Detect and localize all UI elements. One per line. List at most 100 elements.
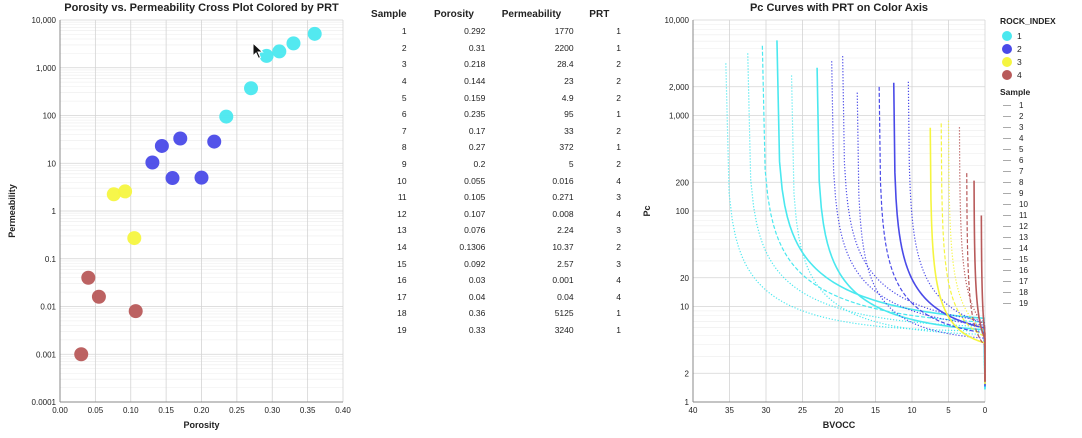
table-cell: 1 xyxy=(616,26,621,37)
scatter-point[interactable] xyxy=(91,289,106,304)
legend-item-label: 4 xyxy=(1019,134,1024,143)
y-tick-label: 200 xyxy=(676,178,690,187)
legend-item-label: 17 xyxy=(1019,277,1028,286)
table-cell: 0.076 xyxy=(464,225,486,236)
legend-rock-index-item[interactable]: 2 xyxy=(1000,42,1056,55)
legend-item-label: 18 xyxy=(1019,288,1028,297)
legend-sample-item[interactable]: 13 xyxy=(1000,232,1056,243)
y-tick-label: 1 xyxy=(52,207,57,216)
table-cell: 4.9 xyxy=(561,92,574,103)
table-cell: 28.4 xyxy=(557,59,574,70)
pc-curve-line[interactable] xyxy=(940,123,986,384)
pc-curve-line[interactable] xyxy=(892,82,986,386)
table-cell: 0.159 xyxy=(464,92,486,103)
legend-rock-index-item[interactable]: 3 xyxy=(1000,55,1056,68)
y-tick-label: 1,000 xyxy=(36,64,57,73)
table-cell: 0.33 xyxy=(468,324,486,335)
legend-sample-item[interactable]: 7 xyxy=(1000,166,1056,177)
pc-curve-line[interactable] xyxy=(790,75,986,389)
scatter-point[interactable] xyxy=(272,44,287,59)
scatter-point[interactable] xyxy=(307,26,322,41)
scatter-point[interactable] xyxy=(207,134,222,149)
scatter-point[interactable] xyxy=(194,170,209,185)
table-cell: 0.27 xyxy=(468,142,486,153)
table-column-header: Sample xyxy=(371,9,407,20)
legend-item-label: 1 xyxy=(1017,30,1022,41)
legend-item-label: 13 xyxy=(1019,233,1028,242)
scatter-point[interactable] xyxy=(74,347,89,362)
scatter-point[interactable] xyxy=(286,36,301,51)
pc-curve-line[interactable] xyxy=(973,180,986,382)
legend-line-swatch xyxy=(1003,248,1011,249)
legend-line-swatch xyxy=(1003,160,1011,161)
pc-curve-line[interactable] xyxy=(958,127,986,383)
scatter-point[interactable] xyxy=(128,304,143,319)
pc-curve-line[interactable] xyxy=(980,215,986,381)
scatter-point[interactable] xyxy=(173,131,188,146)
legend-sample-item[interactable]: 2 xyxy=(1000,111,1056,122)
scatter-point[interactable] xyxy=(81,270,96,285)
legend-sample-item[interactable]: 17 xyxy=(1000,276,1056,287)
legend-item-label: 1 xyxy=(1019,101,1024,110)
scatter-point[interactable] xyxy=(118,184,133,199)
legend-sample-item[interactable]: 16 xyxy=(1000,265,1056,276)
legend-sample-item[interactable]: 5 xyxy=(1000,144,1056,155)
legend-sample-item[interactable]: 3 xyxy=(1000,122,1056,133)
scatter-point[interactable] xyxy=(154,138,169,153)
pc-curve-line[interactable] xyxy=(831,61,986,388)
pc-curve-line[interactable] xyxy=(929,127,986,385)
legend-line-swatch xyxy=(1003,259,1011,260)
legend-sample-item[interactable]: 8 xyxy=(1000,177,1056,188)
table-row: 2 0.31 2200 1 xyxy=(355,40,623,57)
table-cell: 3 xyxy=(616,225,621,236)
table-cell: 5 xyxy=(568,159,574,170)
legend-line-swatch xyxy=(1003,193,1011,194)
table-cell: 16 xyxy=(397,275,407,286)
table-row: 6 0.235 95 1 xyxy=(355,106,623,123)
legend-sample-item[interactable]: 12 xyxy=(1000,221,1056,232)
pc-curve-line[interactable] xyxy=(776,40,986,390)
table-cell: 2.24 xyxy=(557,225,574,236)
legend-sample-item[interactable]: 18 xyxy=(1000,287,1056,298)
legend-sample-item[interactable]: 6 xyxy=(1000,155,1056,166)
legend-line-swatch xyxy=(1003,270,1011,271)
table-cell: 6 xyxy=(401,109,407,120)
legend-rock-index-item[interactable]: 4 xyxy=(1000,68,1056,81)
pc-curve-line[interactable] xyxy=(878,86,986,386)
scatter-point[interactable] xyxy=(165,171,180,186)
legend-item-label: 14 xyxy=(1019,244,1028,253)
scatter-point[interactable] xyxy=(145,155,160,170)
legend-sample-item[interactable]: 11 xyxy=(1000,210,1056,221)
legend-sample-item[interactable]: 1 xyxy=(1000,100,1056,111)
pc-curve-line[interactable] xyxy=(842,56,986,387)
table-cell: 2200 xyxy=(554,42,574,53)
table-cell: 0.218 xyxy=(464,59,486,70)
pc-curve-line[interactable] xyxy=(966,173,986,382)
scatter-point[interactable] xyxy=(106,187,121,202)
y-tick-label: 10 xyxy=(680,303,689,312)
legend-sample-item[interactable]: 4 xyxy=(1000,133,1056,144)
table-cell: 4 xyxy=(401,76,407,87)
table-cell: 9 xyxy=(401,159,407,170)
x-tick-label: 0.40 xyxy=(335,406,351,415)
pc-curve-line[interactable] xyxy=(761,45,986,390)
legend-sample-item[interactable]: 15 xyxy=(1000,254,1056,265)
legend-sample-item[interactable]: 14 xyxy=(1000,243,1056,254)
pc-curve-line[interactable] xyxy=(856,92,986,387)
legend-sample-item[interactable]: 19 xyxy=(1000,298,1056,309)
pc-curve-line[interactable] xyxy=(725,63,986,392)
scatter-point[interactable] xyxy=(219,109,234,124)
pc-curve-line[interactable] xyxy=(816,67,986,389)
y-tick-label: 10 xyxy=(47,159,56,168)
scatter-point[interactable] xyxy=(244,81,259,96)
table-row: 1 0.292 1770 1 xyxy=(355,23,623,40)
scatter-point[interactable] xyxy=(127,231,142,246)
legend-item-label: 2 xyxy=(1017,43,1022,54)
legend-sample-item[interactable]: 9 xyxy=(1000,188,1056,199)
x-tick-label: 10 xyxy=(908,406,917,415)
legend-rock-index-item[interactable]: 1 xyxy=(1000,29,1056,42)
pc-curve-line[interactable] xyxy=(947,120,986,384)
pc-curve-line[interactable] xyxy=(747,53,986,391)
legend-sample-item[interactable]: 10 xyxy=(1000,199,1056,210)
table-row: 8 0.27 372 1 xyxy=(355,139,623,156)
